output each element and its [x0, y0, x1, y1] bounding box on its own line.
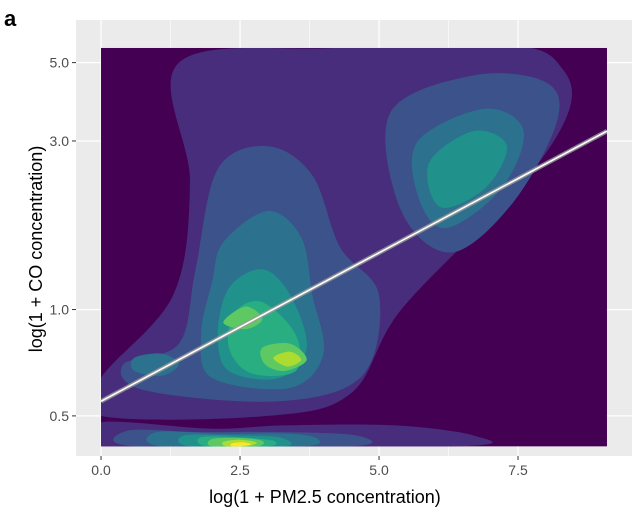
density-level-6	[223, 306, 263, 330]
x-tick-label: 2.5	[230, 462, 250, 478]
y-tick-label: 1.0	[50, 302, 70, 318]
x-tick-label: 5.0	[369, 462, 389, 478]
density-contours	[101, 47, 573, 447]
y-tick-label: 3.0	[50, 133, 70, 149]
regression-line-group	[101, 129, 607, 404]
density-level-4	[427, 130, 508, 208]
x-tick-label: 7.5	[508, 462, 528, 478]
y-tick-label: 5.0	[50, 55, 70, 71]
x-tick-label: 0.0	[91, 462, 111, 478]
x-axis-title: log(1 + PM2.5 concentration)	[209, 487, 441, 507]
density-level-8	[230, 442, 252, 447]
panel-label: a	[4, 6, 17, 31]
regression-line	[101, 130, 607, 402]
y-tick-label: 0.5	[50, 408, 70, 424]
y-axis-title: log(1 + CO concentration)	[26, 146, 46, 353]
density-level-3	[130, 353, 179, 376]
density-level-7	[273, 351, 302, 367]
axis-ticks: 0.0 2.5 5.0 7.5 0.5 1.0 3.0 5.0	[50, 55, 528, 478]
